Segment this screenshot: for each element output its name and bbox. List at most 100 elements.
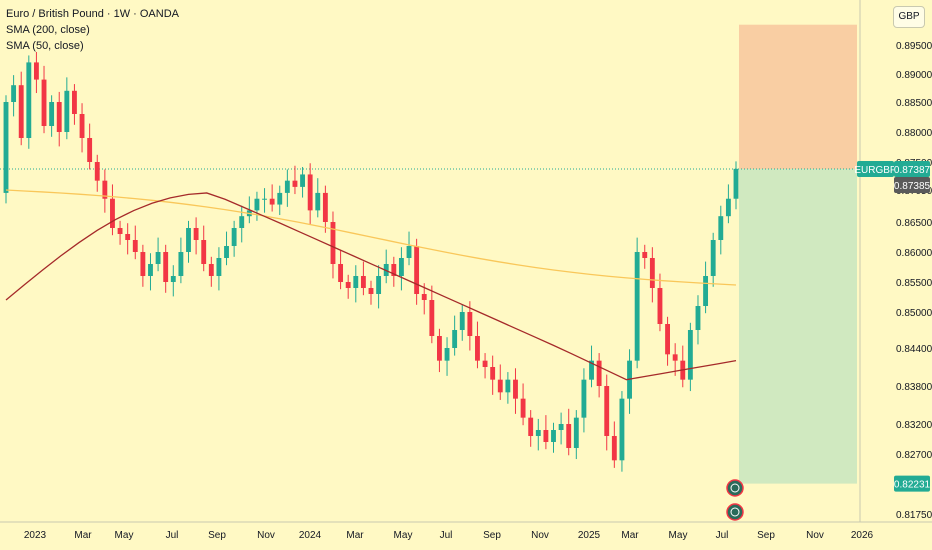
marker-globe-icon	[730, 483, 740, 493]
time-tick-label: Mar	[346, 530, 364, 541]
candle-body	[733, 168, 739, 199]
price-tick-label: 0.86500	[896, 218, 932, 229]
price-tick-label: 0.84400	[896, 344, 932, 355]
chart-legend: Euro / British Pound · 1W · OANDA SMA (2…	[6, 6, 179, 54]
candle-body	[475, 336, 480, 361]
candle-body	[505, 379, 511, 393]
candle-body	[132, 240, 138, 252]
candle-body	[589, 360, 594, 380]
sma-200-legend[interactable]: SMA (200, close)	[6, 24, 90, 36]
price-tick-label: 0.83200	[896, 420, 932, 431]
position-zones	[739, 24, 857, 484]
candle-body	[315, 192, 321, 211]
candle-body	[216, 258, 222, 276]
candle-body	[64, 90, 70, 132]
candle-body	[330, 222, 336, 264]
candle-body	[3, 102, 9, 193]
candle-body	[300, 174, 305, 187]
candle-body	[558, 424, 564, 430]
candle-body	[262, 198, 267, 200]
candle-body	[596, 360, 602, 386]
time-tick-label: Jul	[716, 530, 729, 541]
candle-body	[421, 294, 427, 300]
candle-body	[33, 62, 39, 80]
target-zone	[739, 24, 857, 170]
candle-body	[277, 192, 283, 205]
candle-body	[634, 252, 640, 361]
dividend-marker-icon	[726, 503, 744, 521]
time-tick-label: May	[394, 530, 413, 541]
candle-body	[573, 417, 579, 448]
candle-body	[178, 252, 184, 276]
price-tick-label: 0.88500	[896, 98, 932, 109]
price-tick-label: 0.86000	[896, 248, 932, 259]
sma-price-tag-bg	[894, 177, 930, 194]
candle-body	[687, 330, 693, 380]
candle-body	[18, 85, 24, 138]
time-tick-label: 2024	[299, 530, 322, 541]
time-tick-label: Sep	[483, 530, 501, 541]
last-price-tag: 0.87387	[894, 165, 931, 176]
candle-body	[452, 330, 458, 348]
candle-body	[710, 240, 716, 276]
candle-body	[117, 228, 123, 234]
time-axis[interactable]: 2023 Mar May Jul Sep Nov 2024 Mar May Jul Sep Nov 20…	[24, 530, 874, 541]
sma-200-line	[5, 189, 737, 286]
sma-50-line	[5, 192, 737, 381]
candle-body	[611, 436, 617, 461]
candle-body	[467, 312, 473, 336]
sma-50-legend[interactable]: SMA (50, close)	[6, 40, 84, 52]
candle-body	[429, 300, 435, 336]
sma-price-tag: 0.87385	[894, 181, 931, 192]
candle-body	[322, 192, 328, 222]
candle-body	[125, 234, 131, 240]
time-tick-label: Sep	[208, 530, 226, 541]
time-tick-label: Jul	[166, 530, 179, 541]
candle-body	[102, 180, 108, 199]
candle-body	[391, 264, 397, 276]
event-markers[interactable]	[726, 479, 744, 521]
candle-body	[345, 282, 351, 288]
candle-body	[284, 180, 290, 193]
marker-globe-icon	[730, 507, 740, 517]
time-tick-label: May	[115, 530, 134, 541]
time-tick-label: May	[669, 530, 688, 541]
candle-body	[338, 264, 344, 282]
candle-body	[619, 398, 625, 461]
candle-body	[581, 379, 587, 418]
symbol-title: Euro / British Pound · 1W · OANDA	[6, 8, 179, 20]
time-tick-label: Sep	[757, 530, 775, 541]
candle-body	[642, 252, 648, 258]
candle-body	[672, 354, 678, 361]
stop-price-tag-bg	[894, 475, 930, 492]
candle-body	[231, 228, 237, 246]
candle-body	[376, 276, 382, 294]
candle-body	[110, 198, 115, 228]
candle-body	[459, 312, 465, 330]
candle-body	[94, 162, 100, 181]
candle-body	[79, 114, 85, 138]
candle-body	[444, 348, 450, 361]
candle-body	[239, 216, 245, 228]
candle-body	[414, 246, 420, 294]
candle-body	[72, 90, 77, 114]
candle-body	[406, 246, 412, 258]
last-price-tag-bg	[894, 161, 930, 178]
candle-body	[201, 240, 207, 264]
candle-body	[163, 252, 169, 282]
candle-body	[657, 288, 663, 324]
candle-body	[535, 430, 541, 436]
candle-body	[170, 276, 176, 282]
time-tick-label: 2023	[24, 530, 47, 541]
stop-price-tag: 0.82231	[894, 480, 931, 491]
candle-body	[497, 379, 503, 393]
price-tick-label: 0.82700	[896, 450, 932, 461]
candle-body	[193, 228, 199, 240]
candle-body	[186, 228, 191, 252]
candle-body	[292, 180, 298, 187]
candle-body	[269, 198, 275, 205]
currency-button[interactable]: GBP	[893, 6, 925, 28]
candle-body	[208, 264, 214, 276]
